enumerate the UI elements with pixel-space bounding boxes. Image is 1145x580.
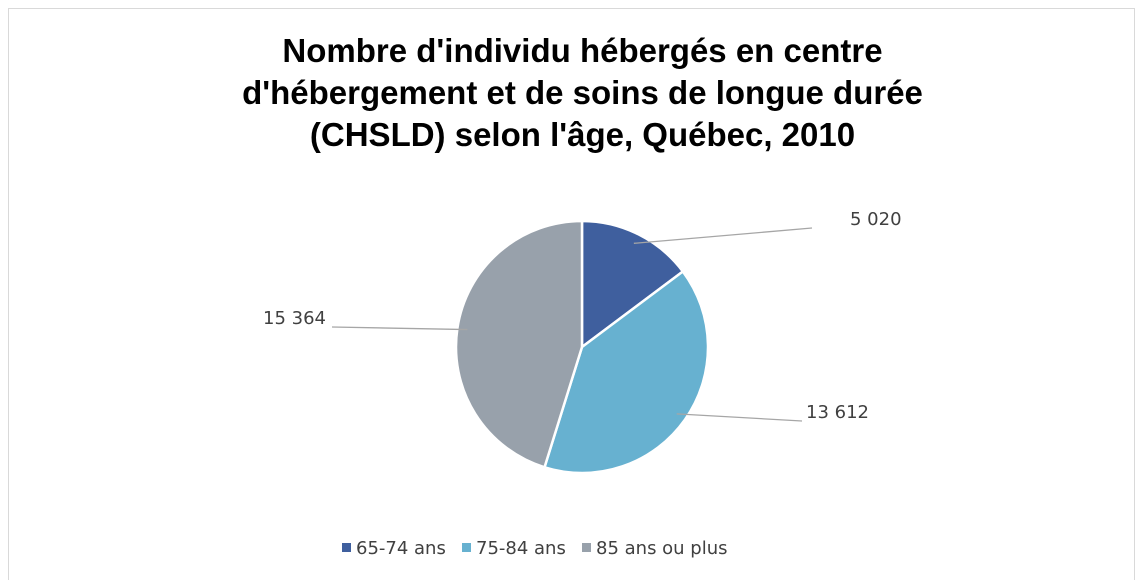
chart-frame (8, 8, 1135, 580)
pie-slice (542, 269, 710, 475)
data-label: 13 612 (806, 402, 869, 423)
pie-slice (454, 219, 584, 469)
legend-label: 65-74 ans (356, 538, 446, 559)
legend-label: 85 ans ou plus (596, 538, 728, 559)
legend-swatch (582, 543, 591, 552)
data-label: 5 020 (850, 209, 902, 230)
chart-title: Nombre d'individu hébergés en centre d'h… (242, 32, 923, 153)
legend-label: 75-84 ans (476, 538, 566, 559)
leader-line (331, 326, 468, 331)
data-label: 15 364 (263, 308, 326, 329)
leader-line (676, 413, 803, 422)
legend-swatch (342, 543, 351, 552)
pie-slice (580, 219, 685, 350)
legend-swatch (462, 543, 471, 552)
leader-line (633, 227, 813, 244)
